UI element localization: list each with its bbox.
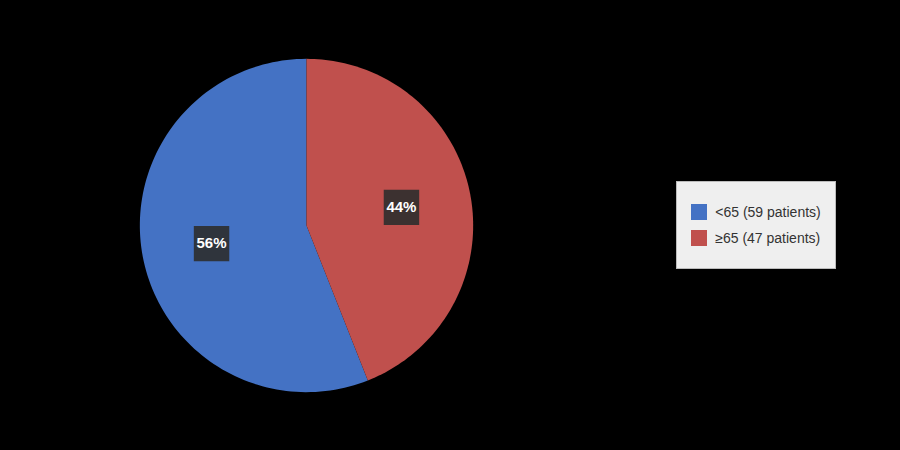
html-text:<65 (59 patients): <65 (59 patients) xyxy=(715,204,821,220)
svg-text:56%: 56% xyxy=(197,234,227,251)
svg-text:44%: 44% xyxy=(386,198,416,215)
html-text:≥65 (47 patients): ≥65 (47 patients) xyxy=(715,230,821,246)
